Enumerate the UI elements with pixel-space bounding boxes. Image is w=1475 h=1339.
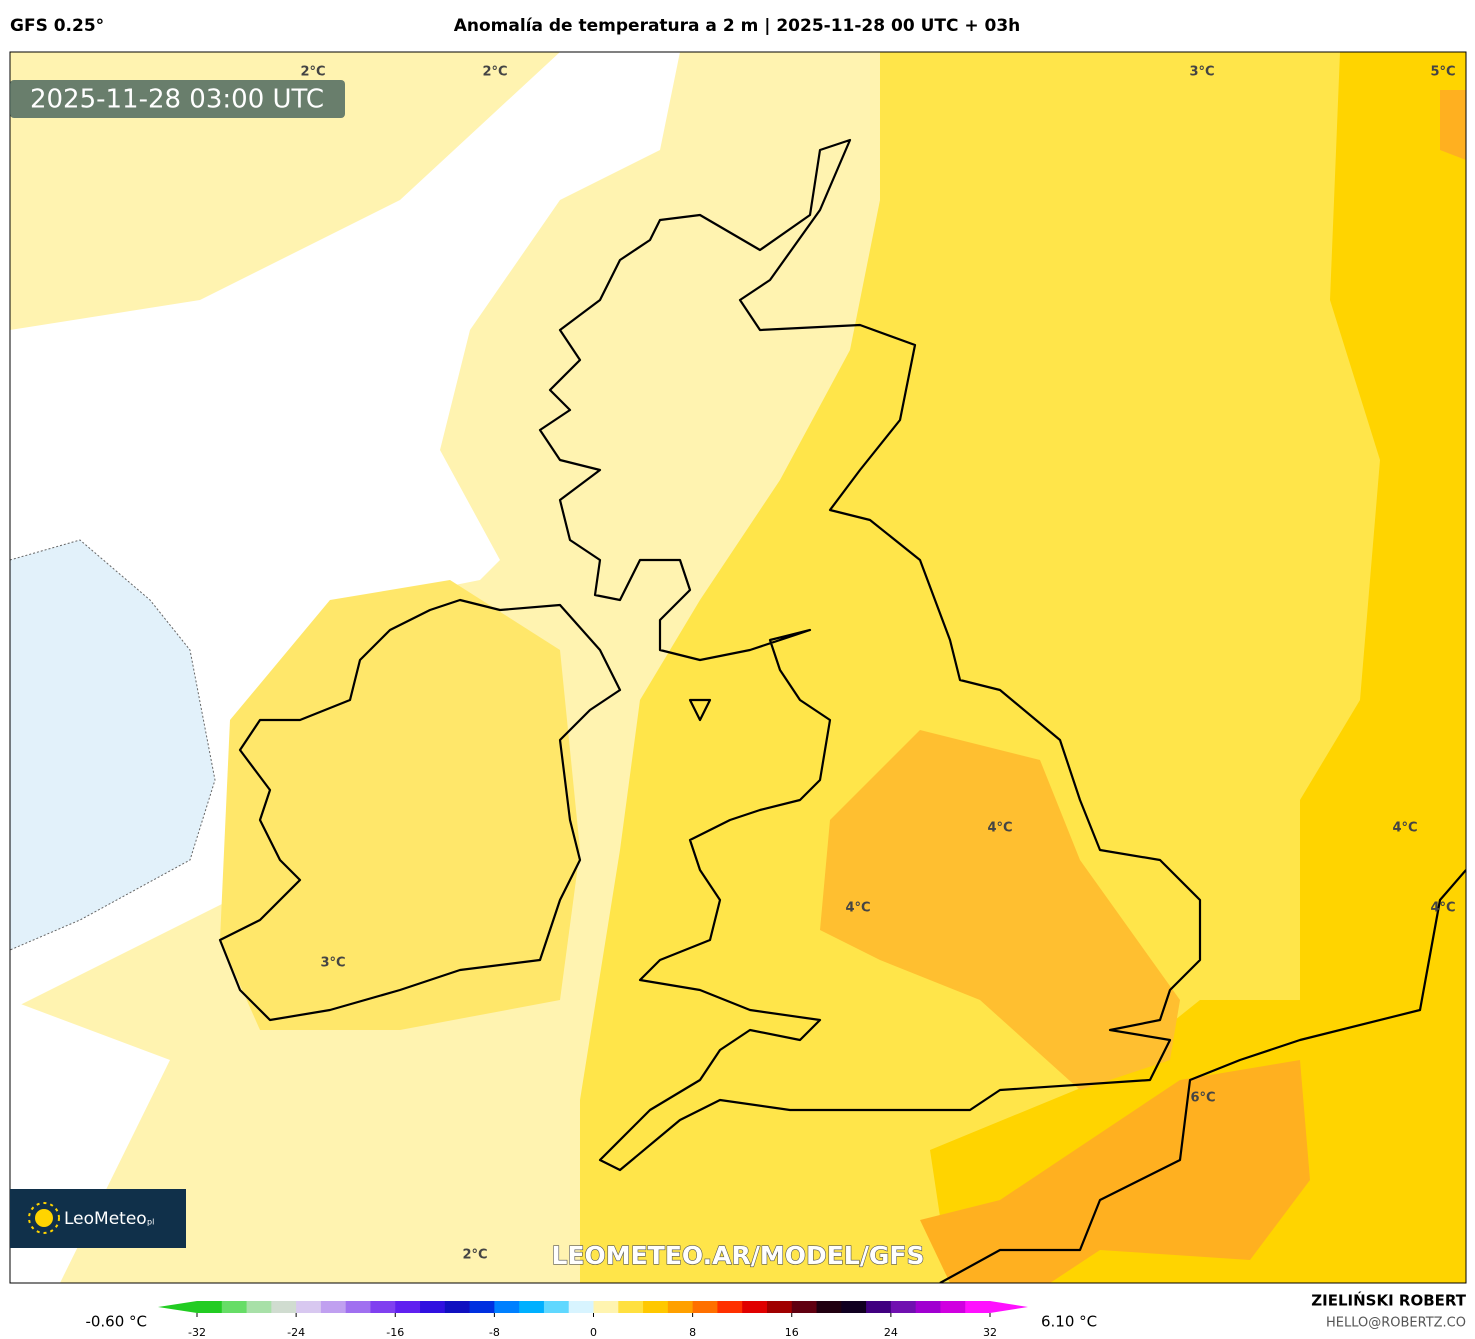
colorbar-segment — [296, 1301, 322, 1313]
logo-text: LeoMeteo — [64, 1209, 147, 1229]
anomaly-fill — [820, 730, 1180, 1090]
colorbar: -0.60 °C 6.10 °C -32 -24 -16 -8 0 8 16 24 32 — [85, 1301, 1097, 1339]
map: 2°C 2°C 3°C 5°C 4°C 4°C 4°C 4°C 3°C 6°C … — [9, 51, 1467, 1284]
colorbar-segment — [320, 1301, 347, 1313]
colorbar-segment — [345, 1301, 371, 1313]
colorbar-segment — [420, 1301, 446, 1313]
contour-label: 5°C — [1430, 65, 1455, 80]
contour-label: 3°C — [1189, 65, 1214, 80]
colorbar-segment — [271, 1301, 297, 1313]
contour-label: 2°C — [300, 65, 325, 80]
contour-label: 6°C — [1190, 1091, 1215, 1106]
colorbar-segment — [618, 1301, 644, 1313]
colorbar-min: -0.60 °C — [85, 1313, 147, 1331]
logo-rays — [28, 1202, 60, 1234]
colorbar-segment — [469, 1301, 495, 1313]
colorbar-tick-label: 0 — [590, 1326, 597, 1339]
map-title: Anomalía de temperatura a 2 m | 2025-11-… — [454, 16, 1021, 36]
colorbar-segment — [717, 1301, 743, 1313]
colorbar-segment — [866, 1301, 892, 1313]
watermark: LEOMETEO.AR/MODEL/GFS — [552, 1241, 925, 1270]
colorbar-tick-label: 16 — [785, 1326, 799, 1339]
timestamp: 2025-11-28 03:00 UTC — [30, 85, 324, 115]
colorbar-segment — [890, 1301, 917, 1313]
colorbar-segment — [593, 1301, 619, 1313]
colorbar-tick-label: -24 — [287, 1326, 305, 1339]
colorbar-segment — [197, 1301, 223, 1313]
colorbar-segment — [221, 1301, 248, 1313]
anomaly-fill — [1440, 90, 1466, 160]
colorbar-segment — [444, 1301, 471, 1313]
contour-label: 2°C — [482, 65, 507, 80]
logo-suffix: pl — [147, 1218, 154, 1227]
colorbar-arrow — [158, 1301, 197, 1313]
anomaly-fill — [1300, 52, 1466, 1283]
timestamp-box — [10, 80, 345, 118]
colorbar-tick-label: -32 — [188, 1326, 206, 1339]
contour-label: 4°C — [845, 901, 870, 916]
colorbar-segment — [370, 1301, 396, 1313]
colorbar-segment — [692, 1301, 718, 1313]
model-label: GFS 0.25° — [10, 16, 104, 36]
anomaly-fill — [920, 1060, 1310, 1283]
colorbar-segment — [568, 1301, 594, 1313]
contour-label: 4°C — [1430, 901, 1455, 916]
contact: HELLO@ROBERTZ.CO — [1326, 1316, 1466, 1331]
colorbar-segment — [915, 1301, 941, 1313]
contour-label: 4°C — [1392, 821, 1417, 836]
colorbar-segment — [667, 1301, 694, 1313]
contour-label: 2°C — [462, 1248, 487, 1263]
anomaly-fill — [580, 52, 1466, 1283]
coastline — [688, 698, 712, 722]
coastline — [218, 598, 622, 1022]
logo-sun — [35, 1209, 53, 1227]
anomaly-fill — [10, 539, 216, 951]
author: ZIELIŃSKI ROBERT — [1311, 1291, 1466, 1310]
colorbar-tick-label: -8 — [489, 1326, 500, 1339]
map-frame — [9, 51, 1467, 1284]
colorbar-arrow — [990, 1301, 1028, 1313]
colorbar-segment — [742, 1301, 768, 1313]
colorbar-segment — [791, 1301, 818, 1313]
coastline — [939, 869, 1466, 1283]
colorbar-tick-label: 32 — [983, 1326, 997, 1339]
colorbar-tick-label: 24 — [884, 1326, 898, 1339]
colorbar-tick-label: 8 — [689, 1326, 696, 1339]
colorbar-segment — [816, 1301, 842, 1313]
colorbar-segment — [494, 1301, 520, 1313]
anomaly-fill — [220, 580, 580, 1030]
colorbar-segment — [643, 1301, 669, 1313]
contour-label: 4°C — [987, 821, 1012, 836]
colorbar-segment — [519, 1301, 545, 1313]
contour-label: 3°C — [320, 956, 345, 971]
colorbar-segment — [246, 1301, 272, 1313]
colorbar-segment — [940, 1301, 966, 1313]
colorbar-segment — [543, 1301, 570, 1313]
colorbar-segment — [766, 1301, 793, 1313]
colorbar-segment — [395, 1301, 421, 1313]
colorbar-segment — [965, 1301, 991, 1313]
colorbar-max: 6.10 °C — [1041, 1313, 1097, 1331]
colorbar-tick-label: -16 — [386, 1326, 404, 1339]
coastline — [538, 138, 1202, 1172]
colorbar-segment — [841, 1301, 867, 1313]
